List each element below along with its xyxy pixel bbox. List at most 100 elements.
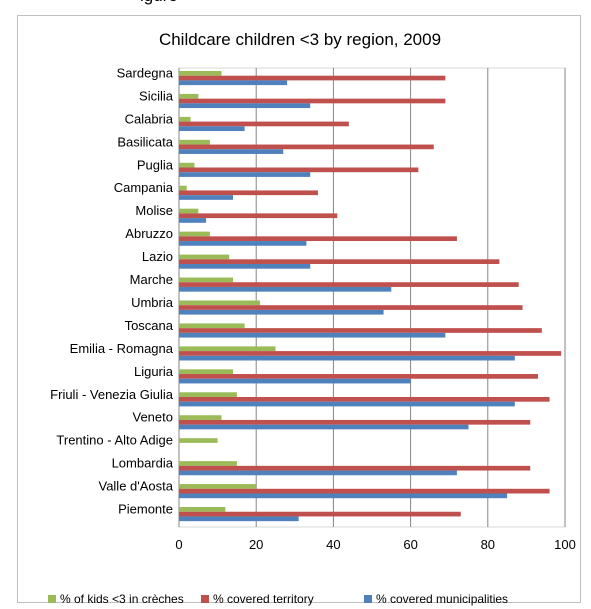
bar <box>179 213 338 219</box>
category-label: Puglia <box>137 157 174 172</box>
bar <box>179 259 500 264</box>
bar <box>179 208 199 214</box>
bar <box>179 378 411 384</box>
category-label: Molise <box>135 203 173 218</box>
legend-item: % covered municipalities <box>364 592 508 606</box>
bar <box>179 282 519 287</box>
bar <box>179 254 230 260</box>
x-tick-label: 100 <box>554 537 576 552</box>
category-labels: Sardegna Sicilia Calabria Basilicata Puglia C… <box>50 65 174 516</box>
bar <box>179 277 234 283</box>
bar <box>179 263 311 269</box>
bar <box>179 190 318 196</box>
x-tick-label: 20 <box>249 537 263 552</box>
bar <box>179 195 234 200</box>
bar <box>179 218 207 223</box>
bar <box>179 162 195 168</box>
bar <box>179 93 199 99</box>
category-label: Umbria <box>131 295 174 310</box>
bar <box>179 323 245 329</box>
legend-swatch <box>201 595 209 603</box>
legend-label: % of kids <3 in crèches <box>60 592 184 606</box>
legend-swatch <box>48 595 56 603</box>
bar <box>179 167 419 173</box>
x-tick-label: 80 <box>481 537 495 552</box>
legend: % of kids <3 in crèches % covered territo… <box>48 592 568 606</box>
legend-swatch <box>364 595 372 603</box>
bar <box>179 516 299 522</box>
category-label: Trentino - Alto Adige <box>56 433 173 448</box>
bar <box>179 80 288 86</box>
bar <box>179 332 446 338</box>
bar <box>179 231 210 237</box>
bar <box>179 346 276 352</box>
bar <box>179 149 284 154</box>
legend-item: % of kids <3 in crèches <box>48 592 184 606</box>
bar <box>179 300 261 306</box>
bar <box>179 465 531 471</box>
bar <box>179 103 311 109</box>
bar <box>179 236 457 242</box>
category-label: Friuli - Venezia Giulia <box>50 387 174 402</box>
tick-labels: 0 20 40 60 80 100 <box>175 537 575 552</box>
bar <box>179 419 531 425</box>
category-label: Piemonte <box>118 502 173 517</box>
bar <box>179 351 562 356</box>
bar <box>179 241 307 246</box>
bar <box>179 392 237 397</box>
category-label: Toscana <box>125 318 174 333</box>
category-label: Lombardia <box>112 456 174 471</box>
chart-title: Childcare children <3 by region, 2009 <box>159 30 441 49</box>
category-label: Calabria <box>125 111 174 126</box>
category-label: Campania <box>114 180 174 195</box>
bar <box>179 424 469 430</box>
category-label: Sicilia <box>139 88 174 103</box>
bar <box>179 374 538 379</box>
bar <box>179 139 210 145</box>
category-label: Veneto <box>133 410 174 425</box>
bar <box>179 328 542 333</box>
bar <box>179 98 446 104</box>
bar <box>179 121 349 127</box>
category-label: Abruzzo <box>125 226 173 241</box>
category-label: Valle d'Aosta <box>98 479 173 494</box>
bar <box>179 461 237 466</box>
bar <box>179 511 461 517</box>
category-label: Basilicata <box>117 134 173 149</box>
bar <box>179 507 226 512</box>
bar <box>179 484 257 489</box>
bar <box>179 185 187 191</box>
bar <box>179 144 434 150</box>
grid-layer <box>178 67 566 528</box>
bar <box>179 438 218 443</box>
legend-label: % covered municipalities <box>376 592 509 606</box>
x-tick-label: 60 <box>403 537 417 552</box>
bar <box>179 309 384 315</box>
x-tick-label: 40 <box>326 537 340 552</box>
bar <box>179 396 550 402</box>
category-label: Lazio <box>142 249 173 264</box>
bar <box>179 286 392 292</box>
bar <box>179 116 191 122</box>
legend-label: % covered territory <box>213 592 314 606</box>
legend-item: % covered territory <box>201 592 314 606</box>
category-label: Liguria <box>134 364 174 379</box>
bar <box>179 75 446 81</box>
bar <box>179 355 515 361</box>
bar <box>179 488 550 494</box>
category-label: Sardegna <box>117 65 174 80</box>
chart-svg: Childcare children <3 by region, 2009 Sa… <box>50 30 576 552</box>
top-fragment-text: igure <box>140 0 360 6</box>
bar <box>179 126 245 131</box>
bar <box>179 172 311 177</box>
bar <box>179 493 508 499</box>
bar <box>179 470 457 476</box>
bar <box>179 415 222 420</box>
x-tick-label: 0 <box>175 537 182 552</box>
bar <box>179 401 515 407</box>
chart-frame: Childcare children <3 by region, 2009 Sa… <box>17 15 581 603</box>
bar <box>179 369 234 375</box>
plot-area <box>178 67 566 528</box>
category-label: Marche <box>130 272 173 287</box>
category-label: Emilia - Romagna <box>70 341 174 356</box>
